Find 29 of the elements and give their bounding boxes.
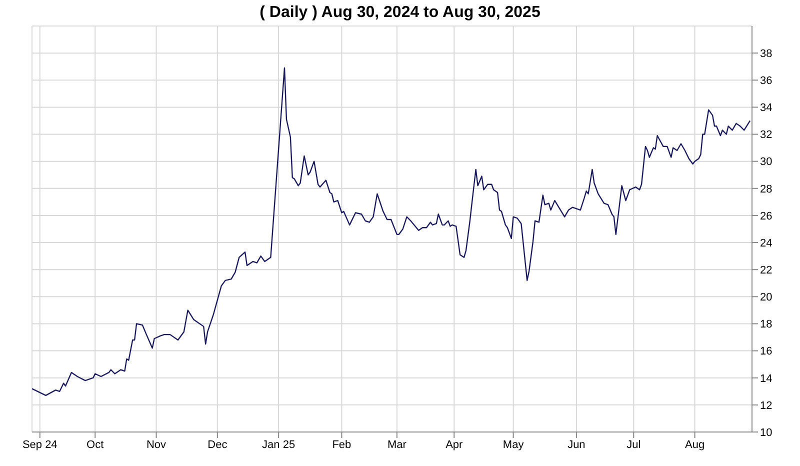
x-tick-label: Nov [146, 438, 167, 451]
y-tick-label: 32 [760, 129, 772, 142]
y-tick-label: 26 [760, 210, 772, 222]
x-tick-label: Feb [332, 438, 352, 451]
y-tick-label: 38 [760, 48, 772, 60]
y-tick-label: 12 [760, 400, 772, 412]
x-tick-label: Oct [86, 438, 104, 451]
x-tick-label: Apr [446, 438, 464, 451]
y-tick-label: 16 [760, 346, 772, 358]
y-tick-label: 20 [760, 292, 772, 304]
x-tick-label: Sep 24 [22, 438, 58, 451]
y-tick-label: 14 [760, 372, 772, 385]
x-tick-label: Aug [685, 438, 705, 451]
chart-title: ( Daily ) Aug 30, 2024 to Aug 30, 2025 [258, 4, 542, 23]
x-tick-label: Mar [387, 438, 407, 451]
y-tick-label: 22 [760, 264, 772, 277]
y-tick-label: 28 [760, 183, 772, 196]
x-tick-label: May [502, 438, 524, 451]
y-tick-label: 24 [760, 237, 772, 250]
x-tick-label: Jan 25 [262, 438, 296, 451]
y-tick-label: 30 [760, 156, 772, 168]
x-tick-label: Jul [626, 438, 641, 451]
y-tick-label: 10 [760, 426, 772, 439]
y-tick-label: 18 [760, 318, 772, 331]
y-tick-label: 34 [760, 102, 772, 114]
x-tick-label: Dec [208, 438, 228, 451]
y-tick-label: 36 [760, 75, 772, 88]
line-series [32, 67, 751, 396]
x-tick-label: Jun [568, 438, 586, 451]
